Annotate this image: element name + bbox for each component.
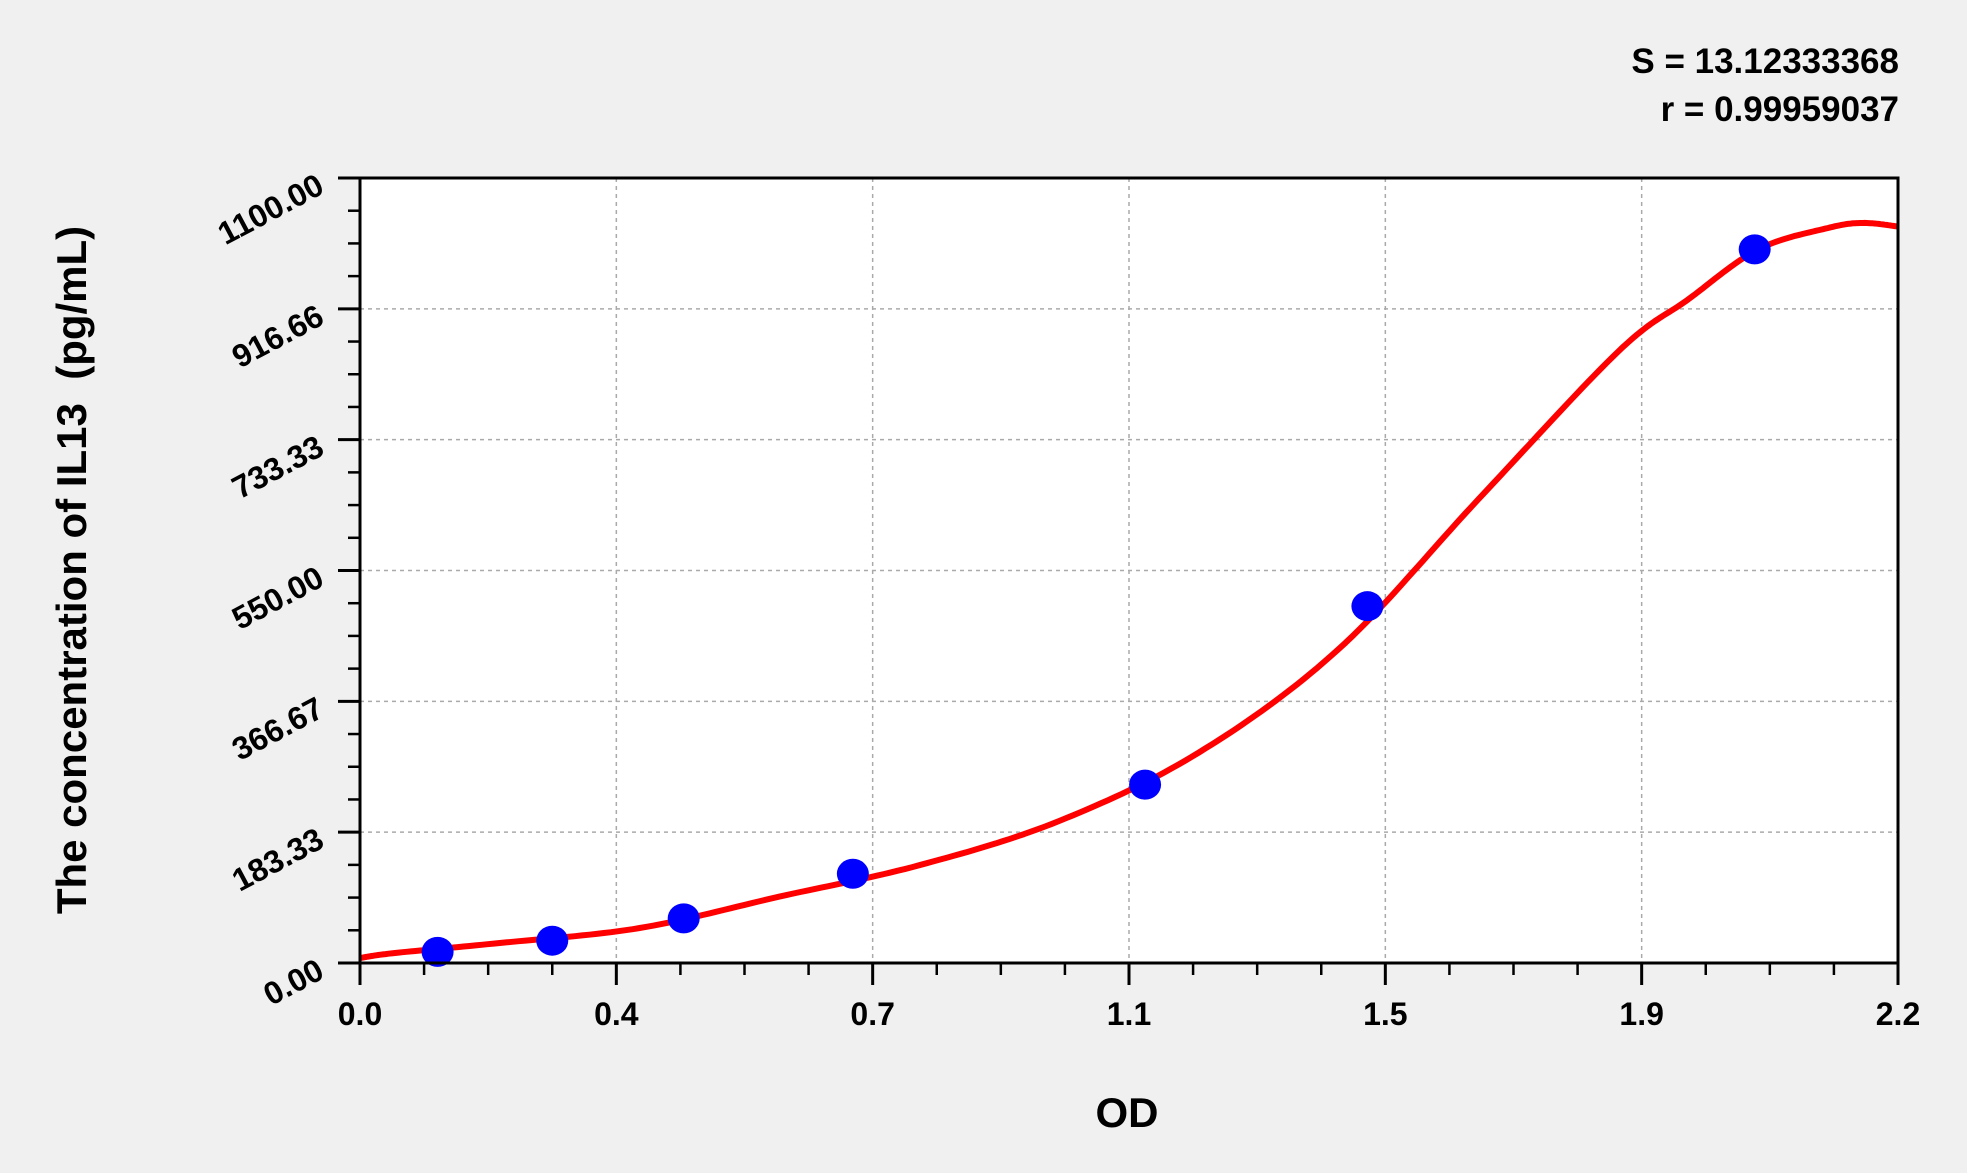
y-tick-labels: 0.00 183.33 366.67 550.00 733.33 916.66 1100.0…: [212, 166, 329, 1012]
y-tick-label: 0.00: [257, 951, 329, 1012]
x-tick-label: 1.9: [1619, 996, 1663, 1032]
y-tick-label: 916.66: [226, 297, 329, 375]
data-point: [1738, 234, 1771, 265]
y-tick-label: 366.67: [226, 690, 329, 768]
data-point: [421, 936, 454, 967]
y-tick-label: 1100.00: [212, 166, 329, 251]
x-tick-label: 0.0: [338, 996, 382, 1032]
s-statistic: S = 13.12333368: [1631, 42, 1899, 81]
ticks: [338, 176, 1900, 985]
x-tick-label: 1.5: [1363, 996, 1407, 1032]
x-tick-label: 2.2: [1876, 996, 1920, 1032]
data-point: [667, 903, 700, 934]
y-tick-label: 183.33: [226, 821, 329, 899]
y-tick-label: 733.33: [226, 428, 329, 506]
x-tick-labels: 0.0 0.4 0.7 1.1 1.5 1.9 2.2: [338, 996, 1920, 1032]
x-axis-title: OD: [1096, 1089, 1159, 1136]
x-tick-label: 0.7: [850, 996, 894, 1032]
x-tick-label: 1.1: [1107, 996, 1151, 1032]
y-axis-title: The concentration of IL13 (pg/mL): [48, 226, 95, 914]
r-statistic: r = 0.99959037: [1660, 90, 1899, 129]
data-point: [836, 858, 869, 889]
x-tick-label: 0.4: [594, 996, 639, 1032]
data-points: [421, 234, 1771, 967]
y-tick-label: 550.00: [226, 559, 329, 637]
data-point: [1351, 591, 1384, 622]
data-point: [536, 925, 569, 956]
grid: [360, 178, 1898, 963]
data-point: [1129, 769, 1162, 800]
